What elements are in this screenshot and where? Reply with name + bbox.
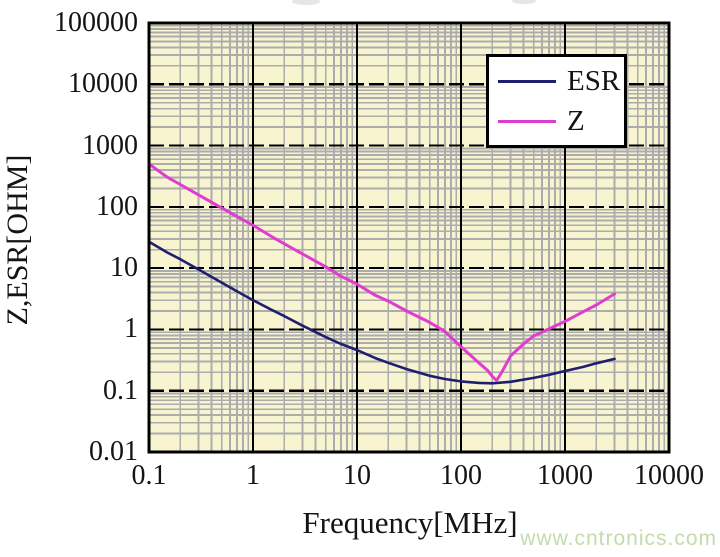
y-tick-label: 10000 (68, 68, 138, 100)
esr-line-swatch (498, 79, 556, 83)
x-tick-label: 0.1 (131, 460, 167, 491)
x-tick-label: 1000 (537, 460, 593, 491)
cropped-title-remnant (512, 0, 536, 4)
cropped-title-remnant (292, 0, 320, 5)
z-line-swatch (498, 119, 556, 123)
y-tick-label: 100 (96, 190, 138, 222)
y-tick-label: 0.01 (89, 436, 138, 467)
y-tick-label: 10 (110, 252, 138, 284)
x-tick-label: 100 (440, 460, 482, 491)
watermark: www.cntronics.com (520, 527, 717, 550)
legend-item-esr: ESR (489, 61, 624, 101)
legend-item-z: Z (489, 101, 624, 141)
legend-label-z: Z (567, 104, 585, 137)
legend: ESR Z (486, 54, 627, 148)
y-axis-title: Z,ESR[OHM] (1, 154, 34, 326)
x-tick-label: 10000 (634, 460, 704, 491)
x-axis-title: Frequency[MHz] (302, 505, 518, 540)
y-tick-label: 1000 (82, 129, 138, 161)
legend-label-esr: ESR (567, 64, 621, 97)
x-tick-label: 10 (343, 460, 371, 491)
y-tick-label: 100000 (54, 7, 138, 38)
y-tick-label: 0.1 (103, 374, 138, 406)
y-tick-label: 1 (124, 313, 138, 345)
x-tick-label: 1 (246, 460, 260, 491)
